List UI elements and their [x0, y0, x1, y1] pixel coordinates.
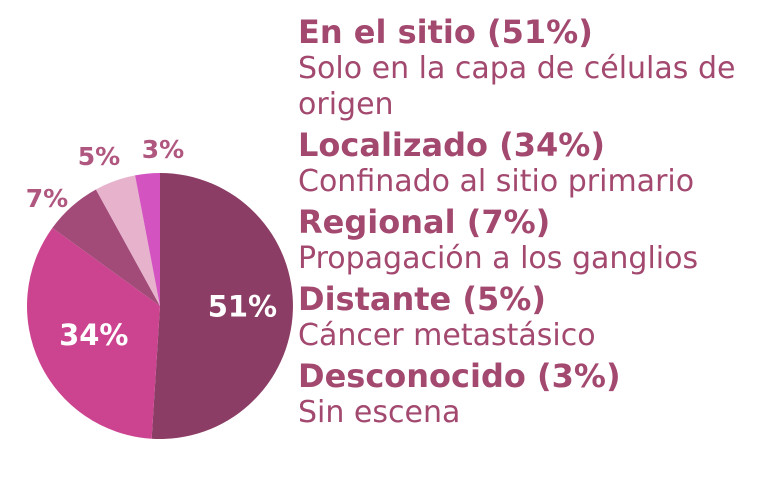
legend-entry-en-el-sitio: En el sitio (51%) Solo en la capa de cél… [298, 14, 766, 123]
legend-entry-localizado: Localizado (34%) Confinado al sitio prim… [298, 127, 766, 200]
legend-description: Propagación a los ganglios [298, 241, 699, 276]
legend-title: Desconocido (3%) [298, 357, 621, 395]
legend-title: En el sitio (51%) [298, 13, 593, 51]
slice-label-regional: 7% [26, 184, 68, 213]
pie-slice-desconocido [135, 173, 160, 306]
legend-entry-distante: Distante (5%) Cáncer metastásico [298, 281, 766, 354]
legend-description: Solo en la capa de células de origen [298, 51, 736, 122]
slice-label-localizado: 34% [59, 318, 128, 352]
legend-description: Cáncer metastásico [298, 318, 596, 353]
pie-slice-regional [52, 189, 160, 306]
legend-entry-desconocido: Desconocido (3%) Sin escena [298, 358, 766, 431]
legend-entry-regional: Regional (7%) Propagación a los ganglios [298, 204, 766, 277]
pie-slice-distante [95, 175, 160, 306]
legend-description: Sin escena [298, 395, 461, 430]
legend-title: Distante (5%) [298, 280, 546, 318]
legend: En el sitio (51%) Solo en la capa de cél… [298, 14, 766, 435]
slice-label-desconocido: 3% [142, 135, 184, 164]
pie-slice-en-el-sitio [151, 173, 293, 440]
pie-chart: 51% 34% 7% 5% 3% [26, 135, 293, 440]
legend-title: Regional (7%) [298, 203, 551, 241]
legend-title: Localizado (34%) [298, 126, 605, 164]
legend-description: Confinado al sitio primario [298, 164, 695, 199]
pie-slice-localizado [26, 227, 161, 439]
slice-label-distante: 5% [78, 142, 120, 171]
slice-label-en-el-sitio: 51% [208, 290, 277, 324]
